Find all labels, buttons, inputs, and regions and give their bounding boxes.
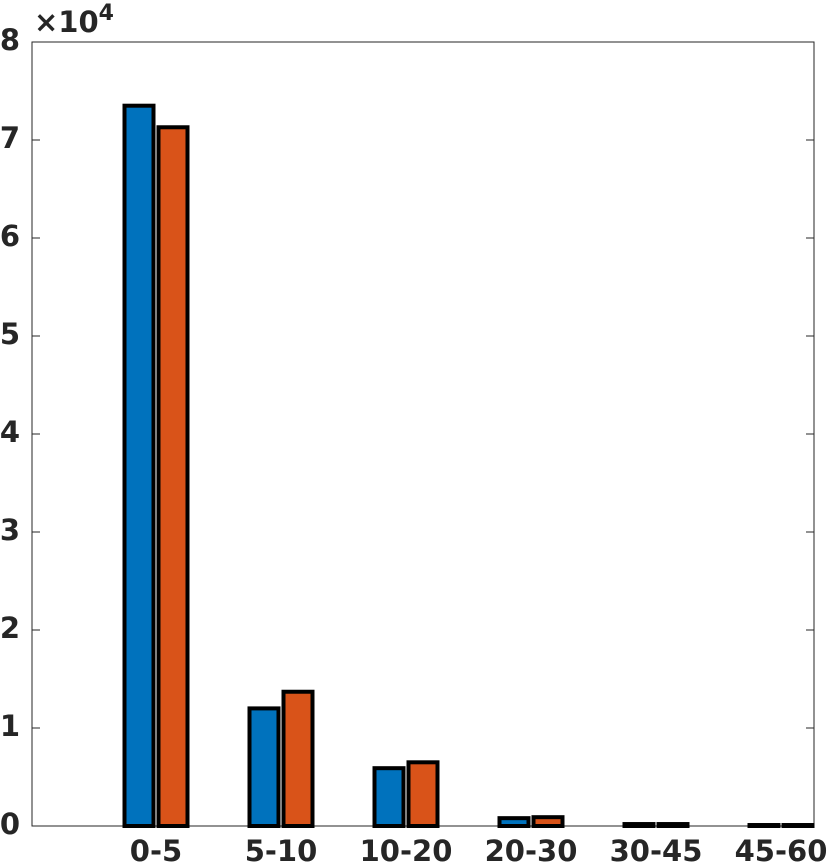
bar <box>781 823 815 829</box>
y-tick-label: 2 <box>0 611 20 645</box>
bar <box>531 815 565 828</box>
bar <box>406 760 440 828</box>
y-tick-label: 6 <box>0 219 20 253</box>
y-tick-label: 5 <box>0 317 20 351</box>
x-tick-label: 45-60 <box>735 834 828 867</box>
y-multiplier-exponent: 4 <box>99 1 114 26</box>
y-tick-label: 3 <box>0 513 20 547</box>
bar <box>281 689 315 828</box>
bar <box>247 706 281 829</box>
y-tick-label: 4 <box>0 415 20 449</box>
y-tick-label: 1 <box>0 709 20 743</box>
x-tick-label: 30-45 <box>610 834 703 867</box>
x-tick-label: 0-5 <box>130 834 182 867</box>
x-tick-label: 5-10 <box>245 834 318 867</box>
bar <box>122 103 156 828</box>
y-tick-label: 0 <box>0 807 20 841</box>
x-tick-label: 10-20 <box>360 834 453 867</box>
bar <box>622 822 656 828</box>
y-tick-label: 8 <box>0 23 20 57</box>
bar <box>747 823 781 829</box>
y-multiplier: ×104 <box>34 1 114 39</box>
bar <box>656 822 690 828</box>
bar <box>497 816 531 828</box>
y-multiplier-base: ×10 <box>34 5 99 39</box>
y-tick-label: 7 <box>0 121 20 155</box>
bar <box>372 766 406 828</box>
bar <box>156 125 190 828</box>
x-tick-label: 20-30 <box>485 834 578 867</box>
